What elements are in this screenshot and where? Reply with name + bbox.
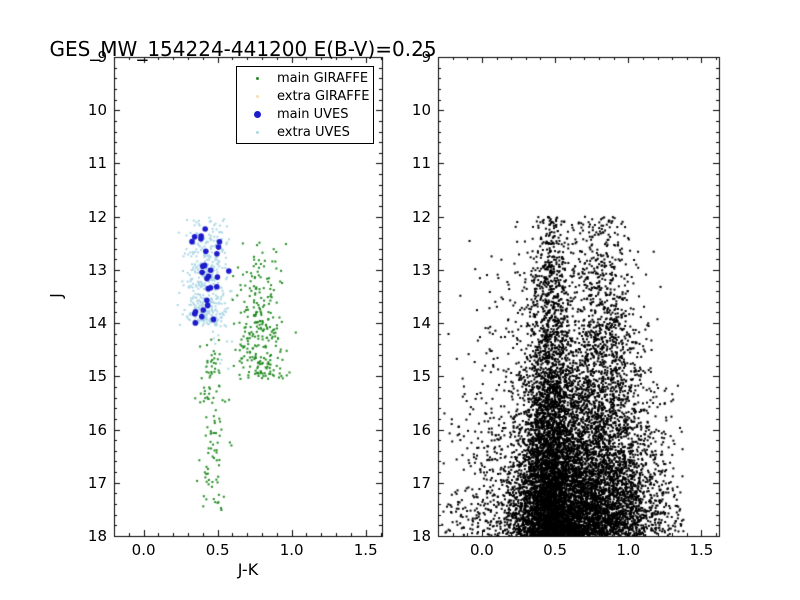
y-tick-label: 11: [411, 154, 431, 173]
x-tick-label: 1.0: [279, 541, 304, 559]
y-tick-label: 16: [411, 420, 431, 439]
x-tick-label: 1.5: [353, 541, 378, 559]
x-tick-label: 0.5: [543, 541, 567, 559]
y-tick-label: 12: [87, 207, 107, 226]
legend-marker-icon: [255, 76, 259, 80]
x-tick-label: 1.5: [689, 541, 714, 559]
legend-marker-icon: [255, 94, 259, 98]
chart-title: GES_MW_154224-441200 E(B-V)=0.25: [49, 37, 437, 61]
legend-marker-icon: [253, 110, 261, 118]
y-tick-label: 18: [411, 527, 431, 545]
y-tick-label: 11: [87, 154, 107, 173]
legend-label: main UVES: [277, 106, 349, 122]
legend-label: extra UVES: [277, 124, 350, 140]
y-axis-label: J: [46, 293, 66, 298]
legend-item: main UVES: [237, 105, 373, 123]
legend-item: main GIRAFFE: [237, 69, 373, 87]
y-tick-label: 18: [87, 527, 107, 545]
legend-marker-cell: [237, 130, 277, 134]
y-tick-label: 9: [421, 48, 431, 66]
y-tick-label: 14: [87, 314, 107, 333]
y-tick-label: 15: [411, 367, 431, 386]
y-tick-label: 14: [411, 314, 431, 333]
legend-marker-icon: [255, 130, 259, 134]
legend-label: extra GIRAFFE: [277, 88, 370, 104]
legend-item: extra UVES: [237, 123, 373, 141]
y-tick-label: 15: [87, 367, 107, 386]
x-tick-label: 0.5: [205, 541, 230, 559]
y-tick-label: 10: [87, 101, 107, 120]
legend-item: extra GIRAFFE: [237, 87, 373, 105]
x-axis-label: J-K: [237, 560, 259, 579]
x-tick-label: 0.0: [469, 541, 494, 559]
y-tick-label: 17: [87, 473, 107, 492]
y-tick-label: 17: [411, 473, 431, 492]
legend-marker-cell: [237, 94, 277, 98]
legend-label: main GIRAFFE: [277, 70, 369, 86]
y-tick-label: 12: [411, 207, 431, 226]
y-tick-label: 9: [97, 48, 107, 66]
y-tick-label: 13: [411, 260, 431, 279]
y-tick-label: 13: [87, 260, 107, 279]
legend-marker-cell: [237, 110, 277, 118]
legend-marker-cell: [237, 76, 277, 80]
y-tick-label: 10: [411, 101, 431, 120]
x-tick-label: 0.0: [131, 541, 156, 559]
y-tick-label: 16: [87, 420, 107, 439]
x-tick-label: 1.0: [616, 541, 641, 559]
legend: main GIRAFFE extra GIRAFFE main UVES extra …: [236, 66, 374, 144]
